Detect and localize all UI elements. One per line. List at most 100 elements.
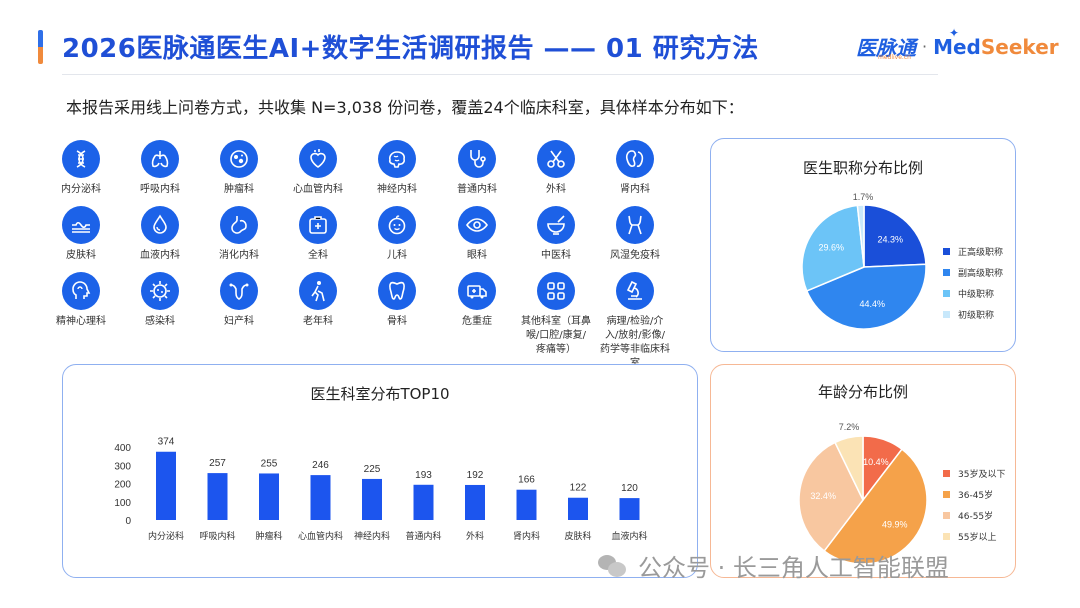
bar-value-label: 192 [467, 470, 484, 481]
ambulance-icon [458, 272, 496, 310]
department-label: 危重症 [462, 316, 492, 327]
eye-icon [458, 206, 496, 244]
medlive-logo-text: 医脉通 [856, 36, 916, 60]
department-label: 消化内科 [219, 250, 259, 261]
legend-label: 36-45岁 [958, 491, 994, 501]
uterus-icon [220, 272, 258, 310]
department-item: 普通内科 [437, 140, 517, 197]
pie-slice [863, 204, 927, 268]
department-item: 感染科 [120, 272, 200, 329]
bar [362, 478, 382, 520]
department-item: 内分泌科 [41, 140, 121, 197]
pie-slice-label: 7.2% [839, 422, 860, 432]
department-item: 眼科 [437, 206, 517, 263]
bar-value-label: 255 [261, 458, 278, 469]
department-label: 眼科 [467, 250, 487, 261]
legend-swatch [943, 512, 950, 519]
bar [413, 484, 434, 520]
medseeker-logo-seeker: Seeker [980, 34, 1059, 59]
pie-slice [833, 435, 864, 501]
department-label: 老年科 [303, 316, 333, 327]
pie-slice-label: 44.4% [860, 299, 886, 309]
head-icon [62, 272, 100, 310]
legend-item: 55岁以上 [943, 526, 1005, 547]
bar-value-label: 122 [570, 483, 587, 494]
department-label: 全科 [308, 250, 328, 261]
legend-label: 初级职称 [958, 311, 995, 321]
bar-value-label: 246 [312, 460, 329, 471]
y-tick-label: 300 [114, 461, 131, 472]
department-top10-card: 医生科室分布TOP10 0 100 200 300 400 374 内分泌科 257 呼吸内科 2… [62, 364, 698, 578]
x-tick-label: 皮肤科 [564, 530, 591, 541]
chart-title: 医生科室分布TOP10 [310, 385, 450, 403]
legend-item: 中级职称 [943, 283, 1003, 304]
department-item: 妇产科 [199, 272, 279, 329]
department-label: 风湿免疫科 [610, 250, 660, 261]
pie-slice [798, 441, 864, 552]
heart-icon [299, 140, 337, 178]
mortar-icon [537, 206, 575, 244]
y-tick-label: 100 [114, 498, 131, 509]
department-item: 精神心理科 [41, 272, 121, 329]
x-tick-label: 普通内科 [405, 530, 441, 541]
legend-swatch [943, 248, 950, 255]
bar [259, 473, 279, 520]
department-label: 病理/检验/介入/放射/影像/药学等非临床科室 [600, 316, 670, 369]
department-label: 肿瘤科 [224, 184, 254, 195]
tumor-cell-icon [220, 140, 258, 178]
department-item: 神经内科 [357, 140, 437, 197]
x-tick-label: 血液内科 [611, 530, 647, 541]
legend-label: 35岁及以下 [958, 470, 1006, 480]
intro-text: 本报告采用线上问卷方式，共收集 N=3,038 份问卷，覆盖24个临床科室，具体… [66, 98, 744, 117]
stethoscope-icon [458, 140, 496, 178]
chart-title: 年龄分布比例 [817, 383, 908, 401]
dna-icon [62, 140, 100, 178]
age-pie-legend: 35岁及以下 36-45岁 46-55岁 55岁以上 [943, 463, 1005, 547]
watermark: 公众号 · 长三角人工智能联盟 [598, 548, 949, 583]
age-distribution-card: 年龄分布比例 10.4% 49.9% 32.4% 7.2% 35岁及以下 36-45岁 4… [710, 364, 1016, 578]
blood-drop-icon [141, 206, 179, 244]
legend-label: 副高级职称 [958, 269, 1004, 279]
pie-slice-label: 10.4% [863, 457, 889, 467]
bar-value-label: 257 [209, 458, 226, 469]
legend-swatch [943, 533, 950, 540]
medseeker-logo-med: Med [933, 34, 981, 59]
legend-item: 初级职称 [943, 304, 1003, 325]
pie-slice-label: 1.7% [853, 192, 874, 202]
department-label: 内分泌科 [61, 184, 101, 195]
title-pie-legend: 正高级职称副高级职称中级职称初级职称 [943, 241, 1003, 325]
x-tick-label: 肾内科 [513, 530, 540, 541]
kidney-icon [616, 140, 654, 178]
legend-label: 中级职称 [958, 290, 995, 300]
bar [619, 498, 640, 520]
pie-slice [856, 204, 865, 268]
bar [156, 451, 176, 520]
title-distribution-card: 医生职称分布比例 24.3% 44.4% 29.6% 1.7% 正高级职称 副高级职称中… [710, 138, 1016, 352]
legend-swatch [943, 290, 950, 297]
department-item: 皮肤科 [41, 206, 121, 263]
virus-icon [141, 272, 179, 310]
legend-swatch [943, 491, 950, 498]
department-item: 儿科 [357, 206, 437, 263]
pie-slice [801, 204, 865, 292]
department-label: 血液内科 [140, 250, 180, 261]
department-item: 血液内科 [120, 206, 200, 263]
y-tick-label: 0 [125, 516, 131, 527]
department-label: 皮肤科 [66, 250, 96, 261]
pie-slice [823, 448, 928, 565]
department-item: 风湿免疫科 [595, 206, 675, 263]
department-item: 心血管内科 [278, 140, 358, 197]
bar [568, 497, 588, 520]
legend-item: 正高级职称 [943, 241, 1003, 262]
brain-icon [378, 140, 416, 178]
bar [465, 484, 485, 520]
lungs-icon [141, 140, 179, 178]
department-label: 精神心理科 [56, 316, 106, 327]
age-pie-chart: 10.4% 49.9% 32.4% 7.2% [798, 422, 928, 565]
department-label: 呼吸内科 [140, 184, 180, 195]
legend-label: 46-55岁 [958, 512, 994, 522]
scissors-icon [537, 140, 575, 178]
elderly-icon [299, 272, 337, 310]
department-item: 外科 [516, 140, 596, 197]
pie-slice-label: 24.3% [878, 235, 904, 245]
